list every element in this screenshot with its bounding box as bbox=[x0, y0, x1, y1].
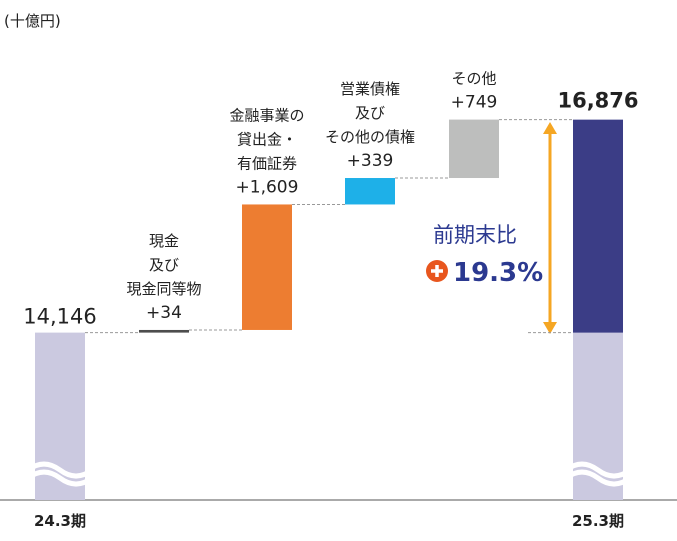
category-label: 現金及び現金同等物 bbox=[126, 232, 201, 298]
axis-break bbox=[564, 461, 632, 487]
category-label: その他 bbox=[451, 70, 496, 88]
annotation-value: 19.3% bbox=[453, 258, 543, 288]
value-label: +749 bbox=[451, 93, 498, 113]
arrow-head bbox=[543, 322, 557, 334]
category-label: 営業債権及びその他の債権 bbox=[325, 80, 415, 146]
arrow-head bbox=[543, 122, 557, 134]
x-tick-label: 24.3期 bbox=[34, 512, 86, 530]
x-tick-label: 25.3期 bbox=[572, 512, 624, 530]
value-label: 14,146 bbox=[23, 305, 96, 329]
value-label: +34 bbox=[146, 303, 182, 323]
value-label: 16,876 bbox=[557, 89, 638, 113]
value-label: +339 bbox=[347, 151, 394, 171]
unit-label: (十億円) bbox=[4, 12, 61, 30]
annotation: 前期末比 bbox=[433, 223, 517, 247]
bar bbox=[139, 329, 189, 333]
bar bbox=[449, 119, 499, 179]
bar bbox=[242, 204, 292, 330]
bar bbox=[573, 119, 623, 333]
value-label: +1,609 bbox=[236, 177, 299, 197]
bar bbox=[345, 178, 395, 205]
category-label: 金融事業の貸出金・有価証券 bbox=[229, 106, 304, 172]
axis-break bbox=[26, 461, 94, 487]
plus-sign bbox=[431, 265, 443, 277]
